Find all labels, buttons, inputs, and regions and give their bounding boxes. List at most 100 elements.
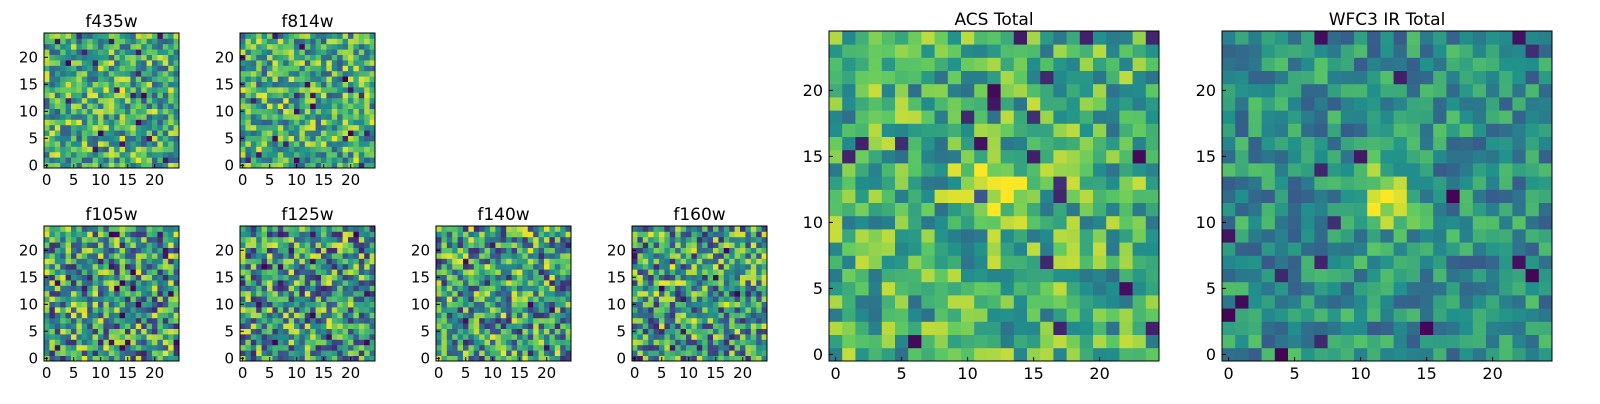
heatmap-cell bbox=[305, 119, 311, 125]
heatmap-cell bbox=[1512, 242, 1526, 256]
heatmap-cell bbox=[490, 329, 496, 335]
heatmap-cell bbox=[987, 269, 1001, 283]
heatmap-cell bbox=[632, 285, 638, 291]
heatmap-cell bbox=[289, 92, 295, 98]
heatmap-cell bbox=[316, 302, 322, 308]
heatmap-cell bbox=[82, 318, 88, 324]
heatmap-cell bbox=[44, 114, 50, 120]
heatmap-cell bbox=[1248, 163, 1262, 177]
heatmap-cell bbox=[60, 92, 66, 98]
heatmap-cell bbox=[948, 84, 962, 98]
y-tick-label: 5 bbox=[813, 279, 823, 298]
heatmap-cell bbox=[289, 345, 295, 351]
heatmap-cell bbox=[691, 226, 697, 232]
heatmap-cell bbox=[262, 307, 268, 313]
heatmap-cell bbox=[299, 92, 305, 98]
heatmap-cell bbox=[908, 150, 922, 164]
heatmap-cell bbox=[278, 55, 284, 61]
heatmap-cell bbox=[549, 264, 555, 270]
heatmap-cell bbox=[1314, 282, 1328, 296]
heatmap-cell bbox=[479, 307, 485, 313]
heatmap-cell bbox=[337, 82, 343, 88]
heatmap-cell bbox=[130, 350, 136, 356]
heatmap-cell bbox=[332, 350, 338, 356]
heatmap-cell bbox=[337, 76, 343, 82]
heatmap-cell bbox=[961, 242, 975, 256]
heatmap-cell bbox=[829, 308, 843, 322]
heatmap-cell bbox=[157, 350, 163, 356]
heatmap-cell bbox=[114, 55, 120, 61]
heatmap-cell bbox=[1248, 123, 1262, 137]
heatmap-cell bbox=[353, 92, 359, 98]
heatmap-cell bbox=[751, 275, 757, 281]
heatmap-cell bbox=[359, 312, 365, 318]
heatmap-cell bbox=[44, 226, 50, 232]
heatmap-cell bbox=[1526, 308, 1540, 322]
heatmap-cell bbox=[745, 291, 751, 297]
heatmap-cell bbox=[1067, 44, 1081, 58]
heatmap-cell bbox=[136, 125, 142, 131]
heatmap-cell bbox=[337, 136, 343, 142]
heatmap-cell bbox=[681, 329, 687, 335]
heatmap-cell bbox=[299, 125, 305, 131]
heatmap-cell bbox=[724, 329, 730, 335]
heatmap-cell bbox=[364, 302, 370, 308]
heatmap-cell bbox=[1446, 308, 1460, 322]
heatmap-cell bbox=[1288, 163, 1302, 177]
heatmap-cell bbox=[654, 339, 660, 345]
heatmap-cell bbox=[1512, 229, 1526, 243]
heatmap-cell bbox=[364, 248, 370, 254]
heatmap-cell bbox=[512, 323, 518, 329]
heatmap-cell bbox=[125, 152, 131, 158]
heatmap-cell bbox=[1460, 308, 1474, 322]
heatmap-cell bbox=[544, 269, 550, 275]
heatmap-cell bbox=[648, 253, 654, 259]
heatmap-cell bbox=[686, 339, 692, 345]
heatmap-cell bbox=[44, 141, 50, 147]
heatmap-cell bbox=[240, 296, 246, 302]
heatmap-cell bbox=[130, 280, 136, 286]
heatmap-cell bbox=[740, 334, 746, 340]
heatmap-cell bbox=[745, 280, 751, 286]
heatmap-cell bbox=[842, 321, 856, 335]
heatmap-cell bbox=[637, 334, 643, 340]
heatmap-cell bbox=[729, 345, 735, 351]
heatmap-cell bbox=[1040, 150, 1054, 164]
heatmap-cell bbox=[44, 345, 50, 351]
heatmap-cell bbox=[152, 76, 158, 82]
heatmap-cell bbox=[147, 264, 153, 270]
heatmap-cell bbox=[675, 296, 681, 302]
heatmap-cell bbox=[713, 307, 719, 313]
heatmap-cell bbox=[278, 33, 284, 39]
heatmap-cell bbox=[829, 57, 843, 71]
heatmap-cell bbox=[267, 253, 273, 259]
heatmap-cell bbox=[1433, 189, 1447, 203]
heatmap-cell bbox=[718, 285, 724, 291]
heatmap-cell bbox=[152, 350, 158, 356]
heatmap-cell bbox=[49, 280, 55, 286]
heatmap-cell bbox=[458, 302, 464, 308]
heatmap-cell bbox=[114, 71, 120, 77]
heatmap-cell bbox=[1248, 348, 1262, 362]
heatmap-cell bbox=[1053, 308, 1067, 322]
heatmap-cell bbox=[1288, 269, 1302, 283]
heatmap-cell bbox=[332, 71, 338, 77]
heatmap-cell bbox=[262, 269, 268, 275]
heatmap-cell bbox=[974, 176, 988, 190]
heatmap-cell bbox=[332, 291, 338, 297]
heatmap-cell bbox=[256, 76, 262, 82]
heatmap-cell bbox=[168, 103, 174, 109]
heatmap-cell bbox=[310, 275, 316, 281]
heatmap-cell bbox=[251, 60, 257, 66]
heatmap-cell bbox=[1014, 216, 1028, 230]
heatmap-cell bbox=[245, 318, 251, 324]
heatmap-cell bbox=[163, 103, 169, 109]
heatmap-cell bbox=[168, 296, 174, 302]
heatmap-cell bbox=[436, 350, 442, 356]
heatmap-cell bbox=[82, 253, 88, 259]
heatmap-cell bbox=[256, 49, 262, 55]
heatmap-cell bbox=[283, 141, 289, 147]
heatmap-cell bbox=[343, 136, 349, 142]
heatmap-cell bbox=[364, 329, 370, 335]
heatmap-cell bbox=[348, 60, 354, 66]
